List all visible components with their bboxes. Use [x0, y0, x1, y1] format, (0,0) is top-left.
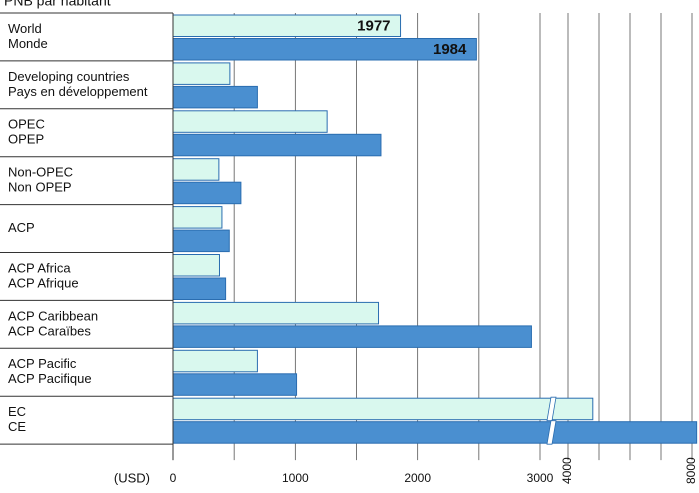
- chart-title: PNB par habitant: [4, 0, 111, 9]
- category-label: Pays en développement: [8, 84, 148, 99]
- category-label: ACP Afrique: [8, 275, 79, 290]
- bar: [172, 421, 698, 444]
- bar: [172, 206, 223, 229]
- bar: [172, 277, 227, 300]
- bar: [172, 397, 594, 421]
- bar: [172, 38, 477, 61]
- bar: [172, 301, 380, 325]
- bar: [172, 181, 242, 205]
- category-label: Monde: [8, 36, 48, 51]
- x-tick-label: 0: [170, 471, 177, 485]
- category-label: Non-OPEC: [8, 165, 73, 180]
- x-tick-label: 1000: [282, 471, 309, 485]
- category-label: CE: [8, 419, 26, 434]
- category-label: ACP Pacifique: [8, 371, 92, 386]
- category-label: OPEP: [8, 132, 44, 147]
- category-label: Developing countries: [8, 69, 130, 84]
- unit-label: (USD): [114, 470, 150, 485]
- series-label: 1984: [433, 41, 467, 58]
- bar: [172, 158, 220, 181]
- bar: [172, 85, 258, 109]
- x-tick-label: 3000: [527, 471, 554, 485]
- bar: [172, 349, 258, 373]
- category-label: ACP Pacific: [8, 356, 77, 371]
- x-tick-label: 8000: [684, 457, 698, 484]
- bar: [172, 133, 382, 157]
- category-label: Non OPEP: [8, 180, 72, 195]
- bar: [172, 325, 532, 348]
- bar: [172, 110, 328, 133]
- bar: [172, 373, 298, 396]
- axis-break: [546, 396, 557, 422]
- axis-break: [546, 420, 557, 445]
- category-label: ACP Caraïbes: [8, 323, 91, 338]
- bar: [172, 229, 230, 253]
- bar: [172, 62, 231, 85]
- category-label: World: [8, 21, 42, 36]
- series-label: 1977: [357, 18, 390, 35]
- category-label: ACP Caribbean: [8, 308, 98, 323]
- x-tick-label: 2000: [404, 471, 431, 485]
- bar: [172, 254, 220, 277]
- category-label: ACP Africa: [8, 260, 71, 275]
- x-tick-label: 4000: [560, 457, 574, 484]
- category-label: OPEC: [8, 117, 45, 132]
- category-label: EC: [8, 404, 26, 419]
- category-label: ACP: [8, 220, 35, 235]
